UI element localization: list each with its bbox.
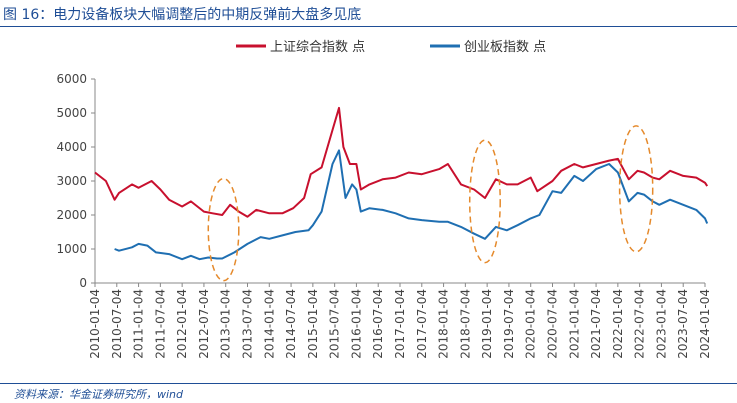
x-tick-label: 2022-01-04 [611, 289, 625, 359]
x-tick-label: 2023-01-04 [654, 289, 668, 359]
x-tick-label: 2011-07-04 [153, 289, 167, 359]
x-tick-label: 2020-01-04 [524, 289, 538, 359]
annotation-ellipse-2 [618, 125, 654, 253]
y-axis: 0 1000 2000 3000 4000 5000 6000 [56, 72, 96, 290]
source-note: 资料来源：华金证券研究所，wind [14, 388, 184, 401]
x-axis: 2010-01-04 2010-07-04 2011-01-04 2011-07-04… [88, 282, 712, 359]
x-tick-label: 2020-07-04 [546, 289, 560, 359]
series-line-0 [94, 106, 709, 218]
annotation-ellipse-1 [468, 139, 501, 264]
x-tick-label: 2013-01-04 [219, 289, 233, 359]
x-tick-label: 2018-07-04 [458, 289, 472, 359]
x-tick-label: 2010-07-04 [110, 289, 124, 359]
x-tick-label: 2016-01-04 [349, 289, 363, 359]
x-tick-label: 2012-01-04 [175, 289, 189, 359]
x-tick-label: 2021-07-04 [589, 289, 603, 359]
x-tick-label: 2015-01-04 [306, 289, 320, 359]
series-line-1 [114, 149, 709, 261]
y-tick-label: 0 [79, 276, 87, 290]
x-tick-label: 2013-07-04 [241, 289, 255, 359]
line-chart: 上证综合指数 点 创业板指数 点 0 1000 2000 3000 4000 5000 600… [56, 40, 712, 359]
x-tick-label: 2024-01-04 [698, 289, 712, 359]
x-tick-label: 2011-01-04 [132, 289, 146, 359]
series-group [94, 106, 709, 261]
x-tick-label: 2022-07-04 [633, 289, 647, 359]
legend-label-1: 创业板指数 点 [464, 40, 546, 55]
x-tick-label: 2014-07-04 [284, 289, 298, 359]
annotation-ellipse-0 [207, 177, 240, 282]
x-tick-label: 2017-01-04 [393, 289, 407, 359]
x-tick-label: 2017-07-04 [415, 289, 429, 359]
title-divider [0, 26, 737, 27]
legend: 上证综合指数 点 创业板指数 点 [236, 40, 546, 55]
x-tick-label: 2023-07-04 [676, 289, 690, 359]
y-tick-label: 5000 [56, 106, 87, 120]
footer-divider [0, 383, 737, 384]
x-tick-label: 2012-07-04 [197, 289, 211, 359]
x-tick-label: 2021-01-04 [567, 289, 581, 359]
x-tick-label: 2019-01-04 [480, 289, 494, 359]
y-tick-label: 4000 [56, 140, 87, 154]
y-tick-label: 2000 [56, 208, 87, 222]
legend-label-0: 上证综合指数 点 [270, 40, 365, 55]
x-tick-label: 2016-07-04 [371, 289, 385, 359]
y-tick-label: 6000 [56, 72, 87, 86]
y-tick-label: 1000 [56, 242, 87, 256]
y-tick-label: 3000 [56, 174, 87, 188]
x-tick-label: 2019-07-04 [502, 289, 516, 359]
figure-title: 图 16：电力设备板块大幅调整后的中期反弹前大盘多见底 [3, 7, 362, 23]
x-tick-label: 2018-01-04 [437, 289, 451, 359]
x-tick-label: 2015-07-04 [328, 289, 342, 359]
annotations [207, 125, 654, 282]
x-tick-label: 2010-01-04 [88, 289, 102, 359]
x-tick-label: 2014-01-04 [262, 289, 276, 359]
